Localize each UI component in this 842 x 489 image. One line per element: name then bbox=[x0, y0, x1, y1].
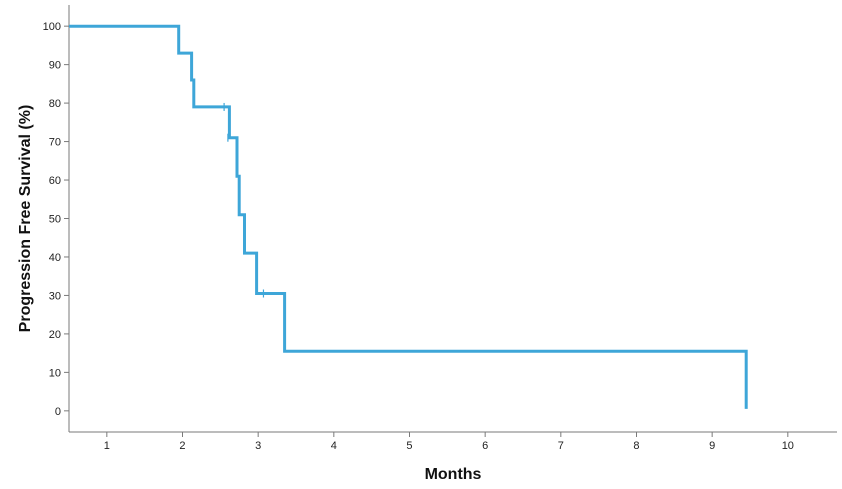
x-axis-title: Months bbox=[425, 466, 482, 483]
y-tick-label: 90 bbox=[49, 60, 61, 72]
x-tick-label: 5 bbox=[406, 440, 412, 452]
x-tick-label: 6 bbox=[482, 440, 488, 452]
x-tick-label: 9 bbox=[709, 440, 715, 452]
x-tick-label: 7 bbox=[558, 440, 564, 452]
x-ticks: 1 2 3 4 5 6 7 8 9 10 bbox=[104, 432, 794, 452]
y-ticks: 0 10 20 30 40 50 60 70 80 90 100 bbox=[43, 21, 69, 418]
y-axis-title: Progression Free Survival (%) bbox=[17, 105, 34, 333]
x-tick-label: 3 bbox=[255, 440, 261, 452]
y-tick-label: 0 bbox=[55, 406, 61, 418]
y-tick-label: 80 bbox=[49, 98, 61, 110]
y-tick-label: 60 bbox=[49, 175, 61, 187]
x-tick-label: 2 bbox=[179, 440, 185, 452]
y-tick-label: 50 bbox=[49, 214, 61, 226]
y-tick-label: 10 bbox=[49, 367, 61, 379]
y-tick-label: 30 bbox=[49, 290, 61, 302]
y-tick-label: 40 bbox=[49, 252, 61, 264]
y-tick-label: 100 bbox=[43, 21, 61, 33]
axes bbox=[68, 5, 837, 433]
y-tick-label: 20 bbox=[49, 329, 61, 341]
x-tick-label: 10 bbox=[782, 440, 794, 452]
y-tick-label: 70 bbox=[49, 137, 61, 149]
x-tick-label: 1 bbox=[104, 440, 110, 452]
series-layer bbox=[69, 24, 748, 409]
survival-step-line bbox=[69, 24, 748, 409]
x-tick-label: 8 bbox=[633, 440, 639, 452]
x-tick-label: 4 bbox=[331, 440, 337, 452]
